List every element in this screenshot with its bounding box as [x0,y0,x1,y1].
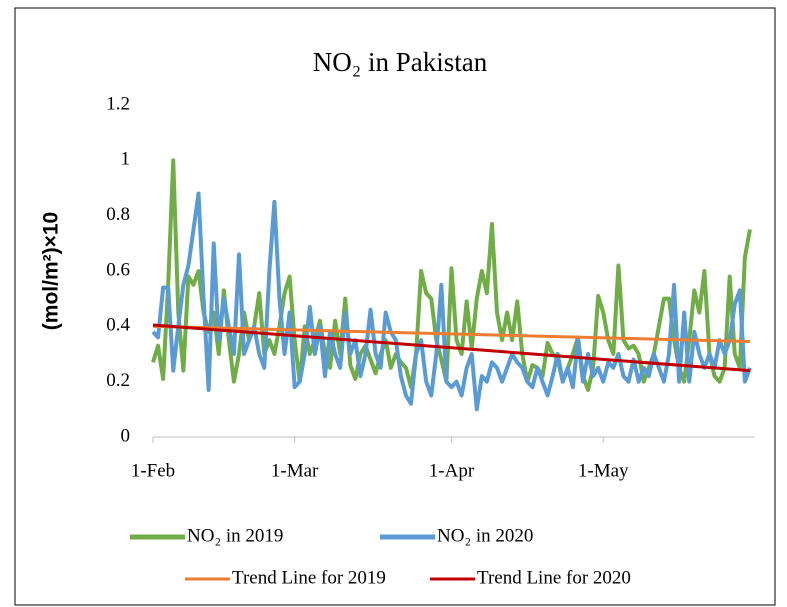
trend-line [152,324,750,344]
x-tick-label: 1-Feb [131,460,175,481]
y-tick-label: 0.2 [106,370,130,391]
x-tick-label: 1-Apr [429,460,475,481]
y-tick-label: 0.8 [106,204,130,225]
legend-label: NO₂ in 2020 [437,525,533,546]
chart-title: NO₂ in Pakistan [313,47,488,77]
data-line [151,191,752,412]
trend-line [152,323,751,373]
y-tick-label: 0 [121,425,131,446]
x-tick-label: 1-Mar [271,460,319,481]
legend-label: Trend Line for 2020 [477,567,631,588]
x-tick-label: 1-May [578,460,629,481]
legend-label: Trend Line for 2019 [232,567,386,588]
y-tick-label: 1 [121,149,131,170]
legend-label: NO₂ in 2019 [187,525,283,546]
y-tick-label: 0.4 [106,315,130,336]
y-tick-label: 0.6 [106,259,130,280]
chart-border [14,7,776,606]
y-tick-label: 1.2 [106,93,130,114]
y-axis-label: (mol/m²)×10 [40,212,63,330]
